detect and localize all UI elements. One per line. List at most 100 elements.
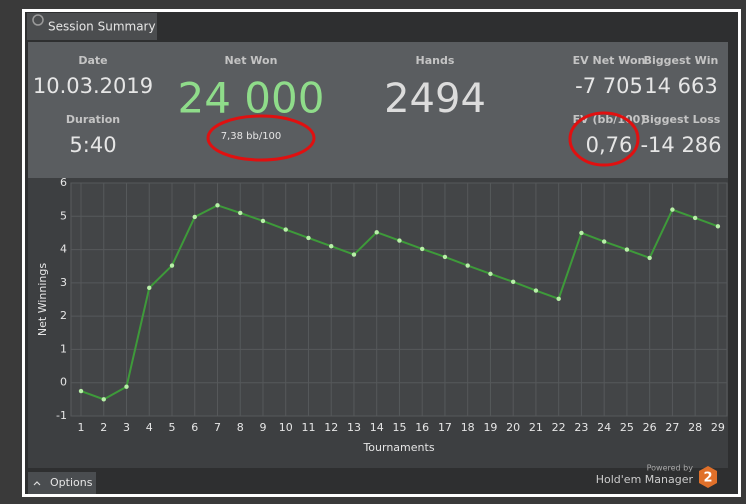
point — [510, 279, 516, 285]
x-tick-label: 2 — [100, 421, 107, 434]
stat-label: Biggest Win — [644, 54, 719, 67]
x-tick-label: 22 — [552, 421, 566, 434]
point — [624, 247, 630, 252]
brand: Hold'em Manager — [596, 473, 694, 486]
stat-label: Duration — [66, 113, 120, 126]
stat-label: Date — [78, 54, 107, 67]
annotation-circle — [568, 111, 640, 167]
y-tick-label: 4 — [60, 243, 67, 256]
x-tick-label: 28 — [688, 421, 702, 434]
stat-value: 0,76 — [586, 133, 633, 157]
x-axis-label: Tournaments — [362, 441, 434, 454]
x-tick-label: 16 — [415, 421, 429, 434]
point — [601, 239, 607, 244]
stat-label: Biggest Loss — [642, 113, 721, 126]
x-tick-label: 11 — [301, 421, 315, 434]
x-tick-label: 4 — [146, 421, 153, 434]
x-tick-label: 8 — [237, 421, 244, 434]
y-tick-label: 1 — [60, 342, 67, 355]
y-tick-label: 3 — [60, 276, 67, 289]
point — [488, 271, 493, 277]
point — [442, 254, 448, 260]
stat-value: 10.03.2019 — [33, 74, 153, 98]
point — [420, 246, 425, 252]
x-tick-label: 19 — [483, 421, 497, 434]
x-tick-label: 3 — [123, 421, 130, 434]
x-tick-label: 20 — [506, 421, 520, 434]
y-tick-label: 6 — [60, 176, 67, 189]
stat-value: 14 663 — [644, 74, 717, 98]
x-tick-label: 6 — [191, 421, 198, 434]
brand-logo — [699, 466, 717, 488]
stat-sub: 7,38 bb/100 — [221, 131, 282, 142]
point — [306, 235, 311, 241]
x-tick-label: 1 — [78, 421, 85, 434]
brand-logo-text: 2 — [703, 471, 712, 486]
point — [533, 288, 539, 293]
annotation-circle — [206, 114, 316, 162]
stat-value: 2494 — [384, 76, 486, 122]
point — [670, 207, 675, 212]
x-tick-label: 25 — [620, 421, 634, 434]
point — [260, 218, 266, 224]
x-tick-label: 21 — [529, 421, 543, 434]
x-tick-label: 26 — [643, 421, 657, 434]
tab-icon — [32, 14, 44, 26]
point — [124, 384, 129, 389]
x-tick-label: 12 — [324, 421, 338, 434]
point — [647, 255, 652, 261]
x-tick-label: 17 — [438, 421, 452, 434]
tab[interactable] — [27, 13, 157, 40]
point — [215, 203, 220, 208]
x-tick-label: 10 — [279, 421, 293, 434]
x-tick-label: 9 — [259, 421, 266, 434]
x-tick-label: 29 — [711, 421, 725, 434]
x-tick-label: 23 — [574, 421, 588, 434]
point — [147, 285, 152, 291]
point — [374, 230, 379, 235]
tab-title: Session Summary — [48, 20, 156, 34]
stat-label: Hands — [416, 54, 455, 67]
point — [692, 215, 698, 221]
point — [78, 388, 84, 394]
x-tick-label: 5 — [168, 421, 175, 434]
x-tick-label: 7 — [214, 421, 221, 434]
options-button[interactable] — [28, 472, 96, 494]
x-tick-label: 27 — [665, 421, 679, 434]
x-tick-label: 15 — [392, 421, 406, 434]
powered-by: Powered by — [647, 464, 694, 473]
x-tick-label: 14 — [370, 421, 384, 434]
point — [351, 252, 357, 257]
point — [329, 244, 334, 249]
point — [283, 227, 288, 232]
y-tick-label: 2 — [60, 309, 67, 322]
stat-value: 5:40 — [69, 133, 116, 157]
point — [556, 296, 561, 302]
x-tick-label: 24 — [597, 421, 611, 434]
y-tick-label: 5 — [60, 209, 67, 222]
x-tick-label: 13 — [347, 421, 361, 434]
point — [715, 224, 721, 229]
options-caret — [33, 481, 41, 486]
y-tick-label: 0 — [60, 376, 67, 389]
stat-value: 24 000 — [178, 74, 325, 123]
stat-label: EV Net Won — [573, 54, 646, 67]
point — [579, 230, 584, 236]
point — [238, 210, 243, 216]
stat-label: Net Won — [225, 54, 278, 67]
stat-value: -14 286 — [640, 133, 721, 157]
point — [465, 263, 470, 268]
options-label: Options — [50, 476, 93, 489]
point — [101, 397, 106, 402]
point — [397, 238, 402, 243]
y-tick-label: -1 — [56, 409, 67, 422]
y-axis-label: Net Winnings — [36, 263, 49, 336]
x-tick-label: 18 — [461, 421, 475, 434]
stats-panel — [28, 42, 728, 178]
point — [169, 263, 175, 268]
point — [192, 214, 197, 220]
stat-value: -7 705 — [575, 74, 643, 98]
